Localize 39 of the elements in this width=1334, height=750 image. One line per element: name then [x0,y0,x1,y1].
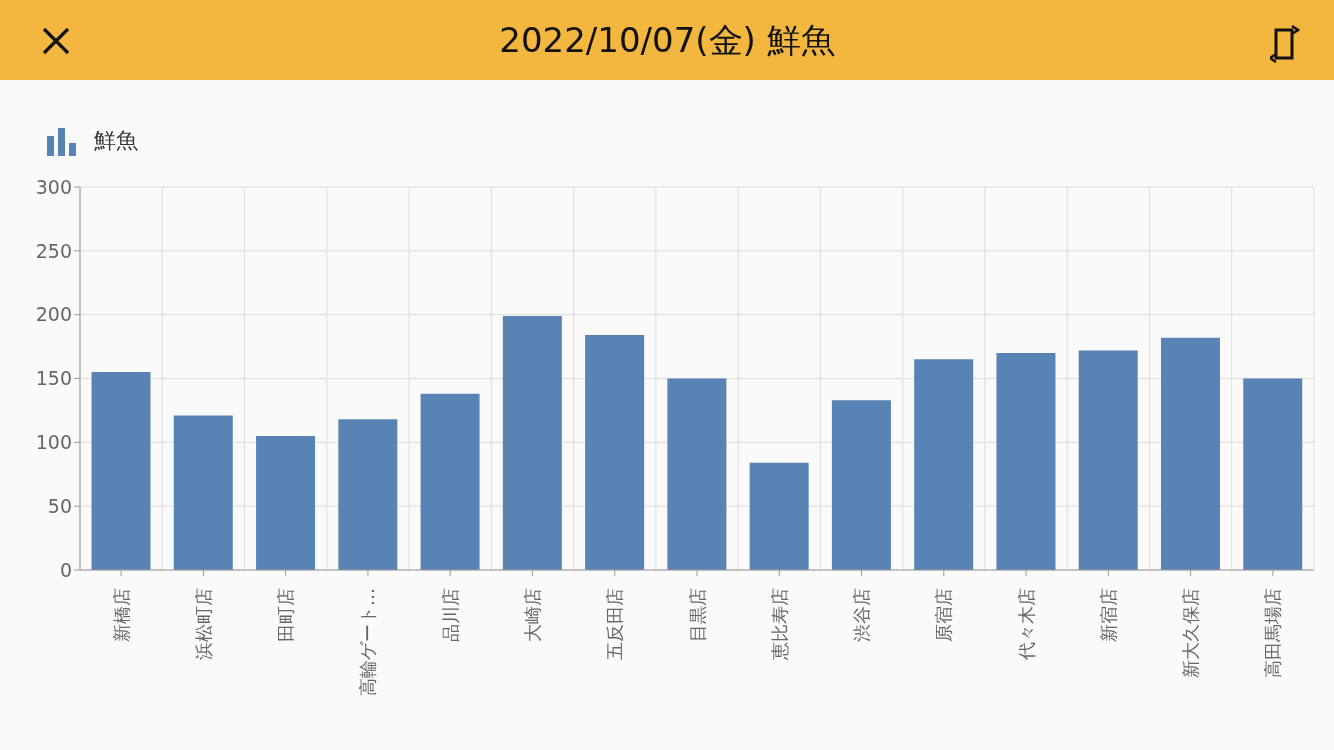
chart-title: 2022/10/07(金) 鮮魚 [498,19,836,62]
bar [749,462,809,570]
legend-label: 鮮魚 [94,127,138,155]
x-tick-label: 五反田店 [604,588,626,660]
bar [914,359,974,570]
y-tick-label: 300 [35,175,72,198]
x-tick-label: 目黒店 [686,588,708,642]
x-tick-label: 大崎店 [521,588,543,642]
x-tick-label: 代々木店 [1015,588,1037,661]
x-tick-label: 高田馬場店 [1262,588,1284,678]
x-tick-label: 品川店 [439,588,461,642]
x-tick-label: 恵比寿店 [768,588,790,661]
x-tick-label: 渋谷店 [851,588,873,642]
x-tick-label: 浜松町店 [192,588,214,660]
y-tick-label: 250 [35,239,72,262]
bar [173,415,233,570]
bar [256,435,316,570]
x-tick-label: 田町店 [275,588,297,642]
y-tick-label: 150 [35,367,72,390]
bar [831,400,891,570]
bar [996,352,1056,570]
bar [667,378,727,570]
bar [1078,350,1138,570]
bar [91,372,151,570]
y-tick-label: 0 [59,558,72,581]
x-tick-label: 新宿店 [1097,588,1119,642]
bar [1243,378,1303,570]
y-tick-label: 50 [47,494,72,517]
x-tick-label: 原宿店 [933,588,955,642]
bar [420,393,480,570]
x-tick-label: 新大久保店 [1180,588,1202,678]
bar [1160,337,1220,570]
y-tick-label: 100 [35,431,72,454]
x-tick-label: 高輪ゲート… [357,588,379,696]
bar [502,315,562,570]
bar [585,335,645,570]
y-tick-label: 200 [35,303,72,326]
bar [338,419,398,570]
x-tick-label: 新橋店 [110,588,132,642]
